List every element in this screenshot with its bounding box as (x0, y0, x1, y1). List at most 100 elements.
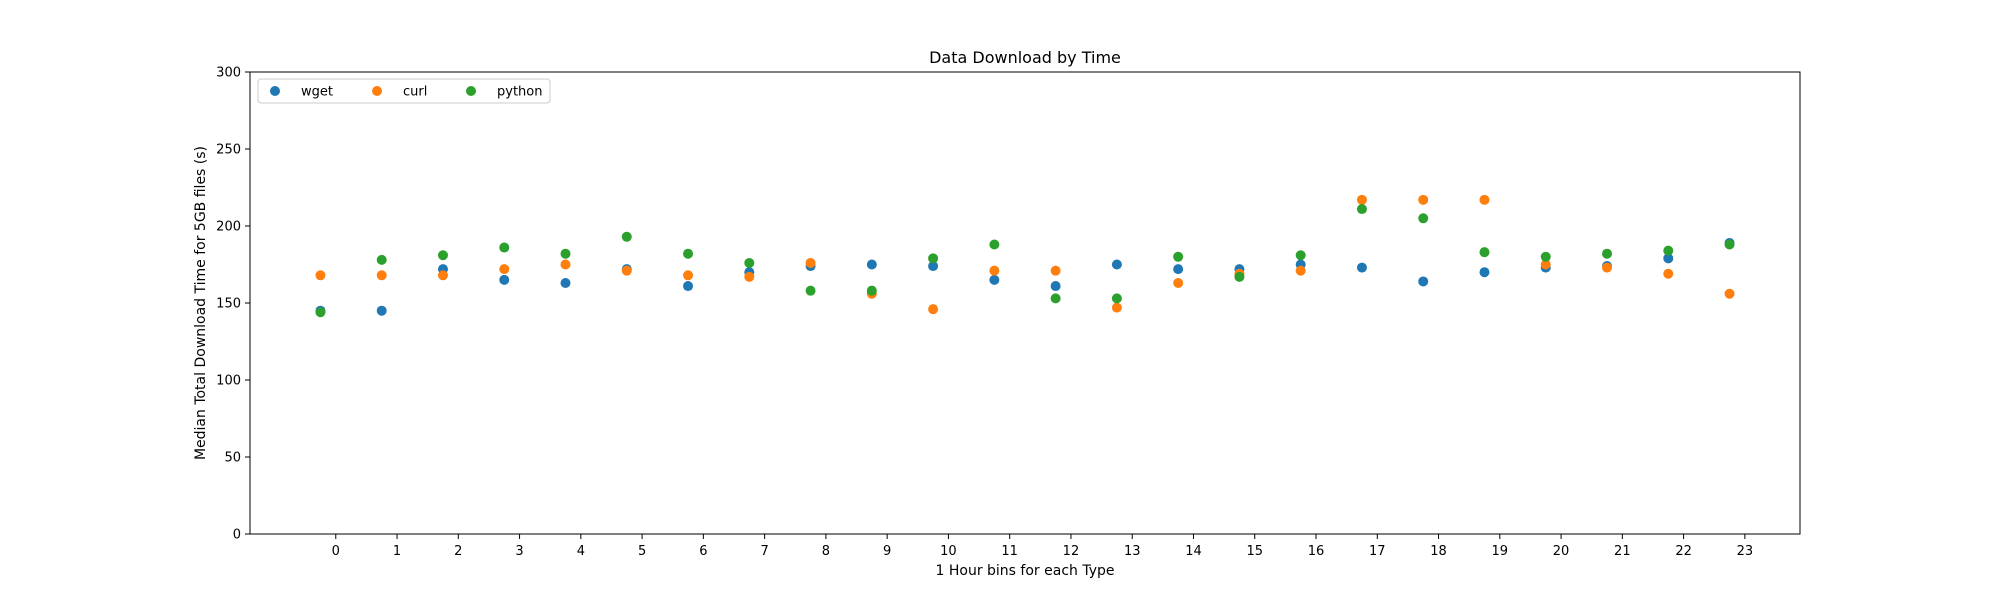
python-point (560, 248, 571, 259)
legend-item-python: python (466, 85, 542, 100)
y-tick-label: 0 (233, 528, 241, 543)
python-point (1602, 248, 1613, 259)
series-python (315, 204, 1735, 318)
y-tick-label: 200 (216, 220, 241, 235)
python-point (805, 285, 816, 296)
x-tick-label: 19 (1492, 544, 1509, 559)
curl-point (989, 265, 1000, 276)
curl-point (1050, 265, 1061, 276)
wget-point (1356, 262, 1367, 273)
wget-point (683, 281, 694, 292)
x-tick-label: 2 (454, 544, 462, 559)
legend-frame (257, 78, 551, 104)
y-tick-label: 50 (224, 451, 241, 466)
python-point (683, 248, 694, 259)
x-tick-label: 18 (1430, 544, 1447, 559)
curl-point (1602, 262, 1613, 273)
curl-point (1663, 268, 1674, 279)
x-tick-label: 14 (1185, 544, 1202, 559)
series-wget (315, 237, 1735, 316)
legend-item-wget: wget (270, 85, 333, 100)
wget-point (1663, 253, 1674, 264)
curl-point (499, 264, 510, 275)
wget-point (1479, 267, 1490, 278)
wget-point (1111, 259, 1122, 270)
curl-point (1418, 194, 1429, 205)
curl-point (437, 270, 448, 281)
y-tick-label: 300 (216, 66, 241, 81)
curl-point (928, 304, 939, 315)
python-point (1479, 247, 1490, 258)
curl-point (1540, 259, 1551, 270)
python-point (315, 307, 326, 318)
y-tick-label: 150 (216, 297, 241, 312)
curl-point (376, 270, 387, 281)
legend: wget curl python (257, 78, 551, 104)
wget-point (866, 259, 877, 270)
python-point (437, 250, 448, 261)
wget-point (1418, 276, 1429, 287)
python-point (621, 231, 632, 242)
python-point (928, 253, 939, 264)
curl-point (1724, 288, 1735, 299)
x-tick-label: 5 (638, 544, 646, 559)
legend-marker (372, 86, 382, 96)
python-point (376, 254, 387, 265)
curl-point (683, 270, 694, 281)
plot-frame (249, 71, 1801, 535)
curl-point (744, 271, 755, 282)
python-point (1663, 245, 1674, 256)
python-point (1356, 204, 1367, 215)
x-tick-label: 11 (1001, 544, 1018, 559)
data-points (315, 194, 1735, 318)
x-tick-label: 17 (1369, 544, 1386, 559)
x-tick-label: 15 (1246, 544, 1263, 559)
x-tick-label: 20 (1553, 544, 1570, 559)
y-tick-label: 100 (216, 374, 241, 389)
x-tick-label: 1 (393, 544, 401, 559)
x-tick-label: 21 (1614, 544, 1631, 559)
chart-title: Data Download by Time (929, 48, 1121, 67)
series-curl (315, 194, 1735, 315)
python-point (499, 242, 510, 253)
wget-point (499, 274, 510, 285)
wget-point (1050, 281, 1061, 292)
x-tick-label: 0 (332, 544, 340, 559)
curl-point (1295, 265, 1306, 276)
x-tick-label: 3 (515, 544, 523, 559)
x-tick-label: 4 (577, 544, 585, 559)
curl-point (560, 259, 571, 270)
x-axis-label: 1 Hour bins for each Type (936, 563, 1115, 579)
legend-label: python (497, 85, 542, 100)
legend-label: curl (403, 85, 427, 100)
x-tick-label: 7 (760, 544, 768, 559)
x-tick-label: 10 (940, 544, 957, 559)
python-point (1111, 293, 1122, 304)
x-tick-label: 12 (1063, 544, 1080, 559)
wget-point (1173, 264, 1184, 275)
python-point (1295, 250, 1306, 261)
wget-point (376, 305, 387, 316)
python-point (989, 239, 1000, 250)
legend-label: wget (301, 85, 333, 100)
python-point (1724, 239, 1735, 250)
x-tick-label: 6 (699, 544, 707, 559)
legend-marker (466, 86, 476, 96)
x-tick-label: 22 (1675, 544, 1692, 559)
python-point (1050, 293, 1061, 304)
python-point (1418, 213, 1429, 224)
curl-point (1356, 194, 1367, 205)
legend-item-curl: curl (372, 85, 427, 100)
curl-point (805, 257, 816, 268)
curl-point (1173, 277, 1184, 288)
y-tick-label: 250 (216, 143, 241, 158)
x-tick-label: 16 (1308, 544, 1325, 559)
python-point (744, 257, 755, 268)
wget-point (989, 274, 1000, 285)
curl-point (1479, 194, 1490, 205)
curl-point (621, 265, 632, 276)
curl-point (315, 270, 326, 281)
curl-point (1111, 302, 1122, 313)
